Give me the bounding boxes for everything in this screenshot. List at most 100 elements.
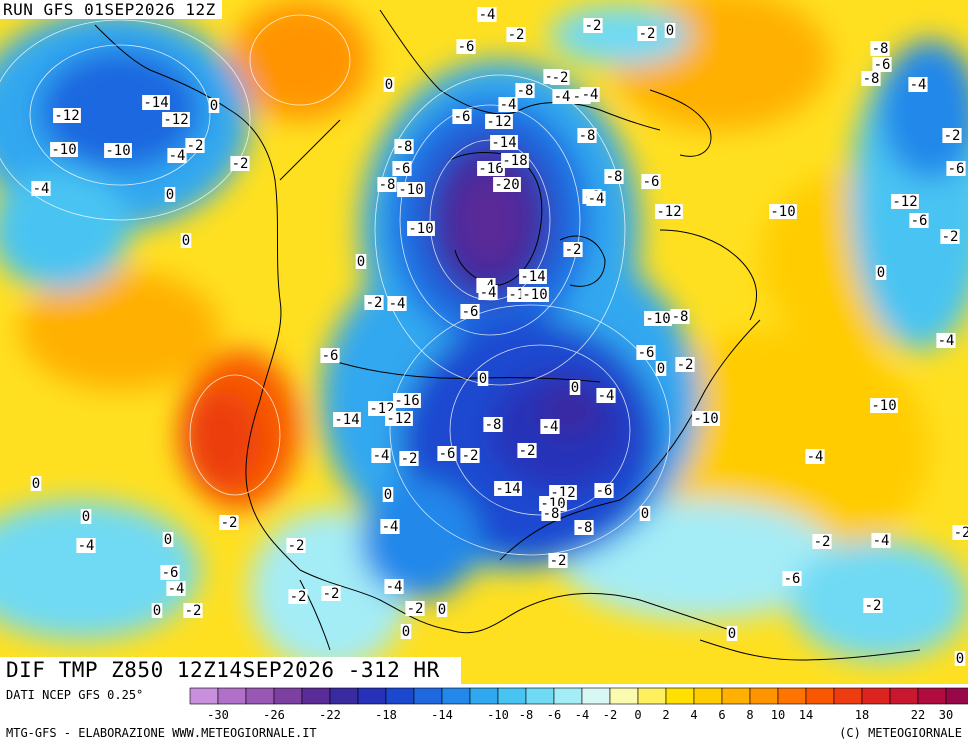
value-label-bg	[493, 177, 521, 192]
value-label-bg	[604, 169, 624, 184]
value-label: -8	[606, 169, 623, 185]
value-label: -4	[807, 449, 824, 465]
value-label-bg	[383, 77, 395, 92]
value-label: 0	[166, 187, 174, 203]
value-label: -12	[486, 114, 511, 130]
value-label: -2	[232, 156, 249, 172]
value-label-bg	[399, 451, 419, 466]
value-label: -4	[382, 519, 399, 535]
value-label: 0	[728, 626, 736, 642]
value-label-bg	[160, 565, 180, 580]
value-label: 0	[402, 624, 410, 640]
value-label: -6	[394, 161, 411, 177]
footer: DATI NCEP GFS 0.25° -30 -26 -22 -18 -14 -10 -8…	[0, 684, 968, 745]
value-label-bg	[397, 182, 425, 197]
value-label: -10	[770, 204, 795, 220]
value-label-bg	[380, 519, 400, 534]
value-label-bg	[805, 449, 825, 464]
value-label: -2	[508, 27, 525, 43]
value-label-bg	[80, 509, 92, 524]
legend-swatch	[749, 687, 779, 705]
value-label-bg	[478, 285, 498, 300]
legend-swatch	[553, 687, 583, 705]
value-label-bg	[550, 70, 570, 85]
value-label: -4	[542, 419, 559, 435]
legend-swatch	[721, 687, 751, 705]
legend-swatch	[245, 687, 275, 705]
value-label: -2	[639, 26, 656, 42]
value-label-bg	[641, 174, 661, 189]
value-label: -8	[379, 177, 396, 193]
value-label: -2	[462, 448, 479, 464]
legend-tick-label: 8	[746, 708, 753, 722]
value-label-bg	[891, 194, 919, 209]
value-label-bg	[387, 296, 407, 311]
legend-tick-label: -6	[547, 708, 561, 722]
value-label: -8	[543, 506, 560, 522]
value-label: -6	[643, 174, 660, 190]
value-label: 0	[357, 254, 365, 270]
value-label: -12	[892, 194, 917, 210]
value-label: -2	[401, 451, 418, 467]
value-label: -12	[656, 204, 681, 220]
legend-tick-label: 18	[855, 708, 869, 722]
value-label-bg	[863, 598, 883, 613]
value-label-bg	[664, 23, 676, 38]
credit-left: MTG-GFS - ELABORAZIONE WWW.METEOGIORNALE…	[6, 726, 317, 740]
legend-tick-label: -2	[603, 708, 617, 722]
value-label: -10	[522, 287, 547, 303]
value-label-bg	[644, 311, 672, 326]
value-label: -2	[288, 538, 305, 554]
legend-tick-label: 30	[939, 708, 953, 722]
value-label: -2	[865, 598, 882, 614]
value-label-bg	[371, 448, 391, 463]
color-legend: -30 -26 -22 -18 -14 -10 -8 -6 -4 -2 0 2 4 6 8 10 14 18 22 3…	[189, 687, 968, 722]
legend-swatch	[469, 687, 499, 705]
value-label-bg	[548, 553, 568, 568]
value-label-bg	[577, 128, 597, 143]
legend-swatch	[889, 687, 919, 705]
value-label-bg	[436, 602, 448, 617]
value-label-bg	[384, 579, 404, 594]
value-label-bg	[30, 476, 42, 491]
value-label: -10	[693, 411, 718, 427]
value-label-bg	[452, 109, 472, 124]
value-label: -14	[334, 412, 359, 428]
legend-tick-label: 22	[911, 708, 925, 722]
value-label-bg	[333, 412, 361, 427]
value-label: -6	[439, 446, 456, 462]
value-label-bg	[580, 87, 600, 102]
value-label: 0	[182, 233, 190, 249]
value-label-bg	[861, 71, 881, 86]
value-label: -6	[874, 57, 891, 73]
value-label-bg	[50, 142, 78, 157]
credit-right: (C) METEOGIORNALE	[839, 726, 962, 740]
legend-swatch	[581, 687, 611, 705]
value-label-bg	[594, 483, 614, 498]
legend-tick-label: -22	[319, 708, 341, 722]
value-label: -4	[938, 333, 955, 349]
value-label: 0	[32, 476, 40, 492]
value-label-bg	[142, 95, 170, 110]
value-label-bg	[364, 295, 384, 310]
legend-swatch	[945, 687, 968, 705]
legend-tick-label: -18	[375, 708, 397, 722]
value-label-bg	[76, 538, 96, 553]
value-label-bg	[400, 624, 412, 639]
value-label-bg	[460, 448, 480, 463]
value-label: -6	[162, 565, 179, 581]
value-label-bg	[574, 520, 594, 535]
value-label-bg	[498, 97, 518, 112]
value-label-bg	[437, 446, 457, 461]
value-label-bg	[490, 135, 518, 150]
value-label-bg	[355, 254, 367, 269]
legend-swatch	[637, 687, 667, 705]
legend-tick-label: 6	[718, 708, 725, 722]
legend-swatch	[357, 687, 387, 705]
legend-tick-label: 10	[771, 708, 785, 722]
value-label-bg	[782, 571, 802, 586]
legend-swatch	[217, 687, 247, 705]
value-label-bg	[875, 265, 887, 280]
legend-tick-label: 4	[690, 708, 697, 722]
value-label: -6	[948, 161, 965, 177]
